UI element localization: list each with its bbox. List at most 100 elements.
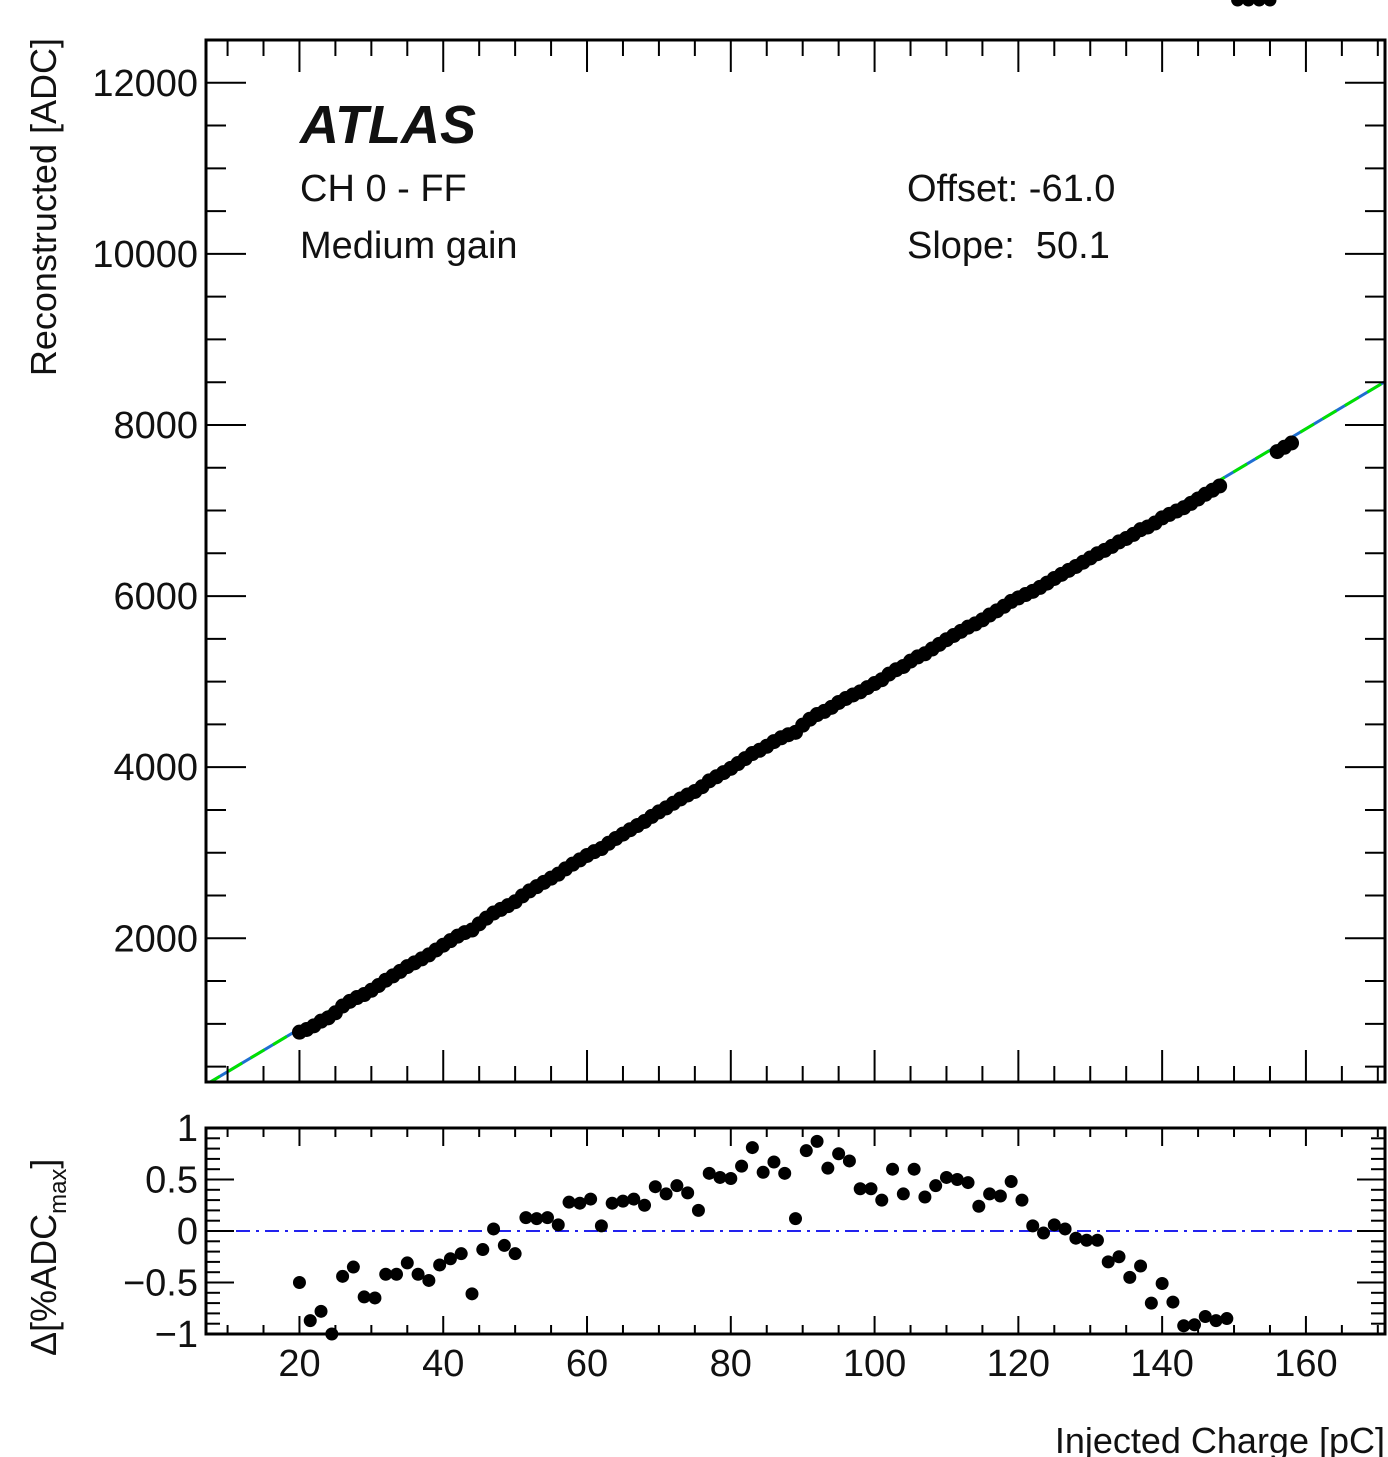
residual-point xyxy=(961,1176,975,1190)
residual-point xyxy=(1004,1175,1018,1189)
residual-y-tick-labels: 1 0.5 0 −0.5 −1 xyxy=(123,1108,198,1356)
residual-point xyxy=(713,1170,727,1184)
residual-point xyxy=(530,1212,544,1226)
residual-point xyxy=(303,1314,317,1328)
x-tick-label: 40 xyxy=(422,1343,464,1385)
residual-point xyxy=(1134,1259,1148,1273)
residual-point xyxy=(756,1165,770,1179)
main-plot-frame xyxy=(204,38,1387,1084)
main-plot-ticks xyxy=(206,39,1385,1082)
residual-point xyxy=(390,1267,404,1281)
residual-point xyxy=(465,1287,479,1301)
residual-point xyxy=(659,1187,673,1201)
residual-point xyxy=(670,1179,684,1193)
offset-label: Offset: -61.0 xyxy=(907,168,1115,210)
residual-point xyxy=(778,1166,792,1180)
data-point xyxy=(1212,478,1228,494)
residual-point xyxy=(562,1195,576,1209)
residual-point xyxy=(1166,1295,1180,1309)
residual-point xyxy=(1090,1233,1104,1247)
residual-point xyxy=(1263,0,1277,7)
residual-point xyxy=(627,1192,641,1206)
main-y-tick-labels: 2000 4000 6000 8000 10000 12000 xyxy=(92,63,198,961)
x-tick-label: 140 xyxy=(1130,1343,1193,1385)
residual-point xyxy=(336,1269,350,1283)
residual-point xyxy=(821,1161,835,1175)
residual-point xyxy=(1241,0,1255,7)
residual-point xyxy=(810,1134,824,1148)
residual-point xyxy=(735,1159,749,1173)
residual-point xyxy=(1069,1231,1083,1245)
residual-point xyxy=(875,1193,889,1207)
main-plot-panel: 2000 4000 6000 8000 10000 12000 Reconstructed… xyxy=(23,38,1387,1084)
y-tick-label: 8000 xyxy=(113,405,198,447)
residual-point xyxy=(993,1189,1007,1203)
residual-point xyxy=(767,1155,781,1169)
residual-y-tick-label: 0 xyxy=(177,1211,198,1253)
residual-point xyxy=(702,1166,716,1180)
y-tick-label: 2000 xyxy=(113,918,198,960)
slope-label: Slope: 50.1 xyxy=(907,225,1110,267)
residual-plot-panel: 1 0.5 0 −0.5 −1 20 40 60 80 100 120 140 160 Δ[%ADCm… xyxy=(23,0,1387,1457)
residual-y-tick-label: 1 xyxy=(177,1108,198,1150)
residual-point xyxy=(443,1252,457,1266)
residual-point xyxy=(573,1196,587,1210)
residual-point xyxy=(616,1194,630,1208)
residual-point xyxy=(1026,1219,1040,1233)
residual-point xyxy=(1252,0,1266,7)
residual-point xyxy=(1015,1193,1029,1207)
y-tick-label: 4000 xyxy=(113,747,198,789)
residual-point xyxy=(918,1190,932,1204)
residual-y-tick-label: −1 xyxy=(155,1314,198,1356)
residual-point xyxy=(638,1198,652,1212)
residual-point xyxy=(433,1258,447,1272)
residual-point xyxy=(1101,1255,1115,1269)
residual-point xyxy=(842,1154,856,1168)
residual-point xyxy=(1155,1277,1169,1291)
residual-point xyxy=(476,1243,490,1257)
residual-point xyxy=(745,1141,759,1155)
residual-point xyxy=(1209,1314,1223,1328)
residual-point xyxy=(292,1276,306,1289)
residual-point xyxy=(594,1219,608,1233)
y-tick-label: 10000 xyxy=(92,234,198,276)
residual-y-axis-title: Δ[%ADCmax] xyxy=(23,1159,72,1356)
residual-point xyxy=(540,1211,554,1225)
residual-point xyxy=(519,1211,533,1225)
residual-point xyxy=(1198,1309,1212,1323)
residual-point xyxy=(1220,1312,1234,1326)
residual-point xyxy=(950,1173,964,1186)
main-y-axis-title: Reconstructed [ADC] xyxy=(23,38,64,376)
x-axis-title: Injected Charge [pC] xyxy=(1055,1420,1385,1457)
residual-point xyxy=(1112,1250,1126,1264)
x-tick-label: 120 xyxy=(987,1343,1050,1385)
residual-point xyxy=(1144,1296,1158,1310)
residual-point xyxy=(1058,1222,1072,1236)
residual-point xyxy=(691,1203,705,1217)
x-tick-label: 60 xyxy=(566,1343,608,1385)
channel-label: CH 0 - FF xyxy=(300,168,467,210)
residual-point xyxy=(1037,1226,1051,1240)
residual-point xyxy=(648,1180,662,1194)
residual-point xyxy=(1047,1218,1061,1232)
residual-point xyxy=(368,1291,382,1305)
residual-point xyxy=(454,1247,468,1261)
residual-point xyxy=(681,1186,695,1200)
residual-point xyxy=(972,1199,986,1213)
residual-point xyxy=(789,1212,802,1226)
residual-point xyxy=(422,1273,436,1287)
x-tick-label: 80 xyxy=(710,1343,752,1385)
residual-point xyxy=(346,1260,360,1274)
residual-point xyxy=(584,1192,598,1206)
y-tick-label: 6000 xyxy=(113,576,198,618)
residual-point xyxy=(853,1182,867,1196)
residual-point xyxy=(411,1267,425,1281)
x-tick-label: 160 xyxy=(1274,1343,1337,1385)
residual-point xyxy=(1080,1233,1094,1247)
data-point xyxy=(1284,435,1300,451)
residual-point xyxy=(508,1247,522,1261)
residual-point xyxy=(314,1304,328,1318)
residual-point xyxy=(551,1218,565,1232)
residual-point xyxy=(896,1187,910,1201)
x-tick-label: 100 xyxy=(843,1343,906,1385)
